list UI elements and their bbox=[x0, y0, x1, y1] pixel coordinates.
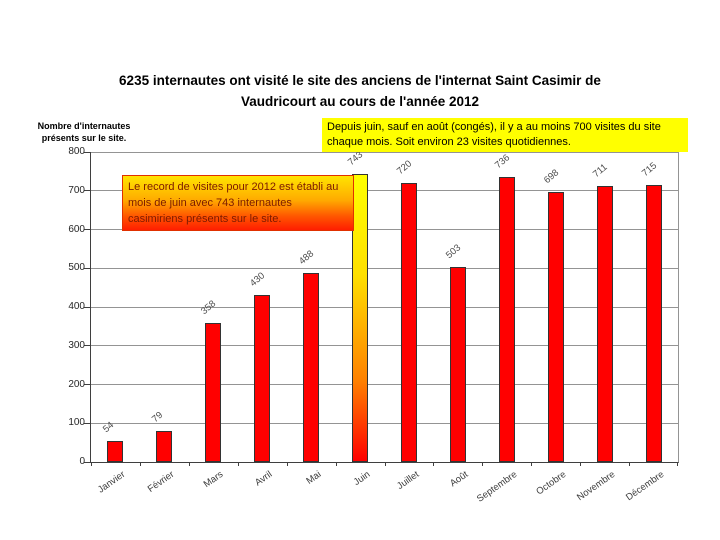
gridline bbox=[91, 345, 678, 347]
x-axis-label: Août bbox=[447, 469, 471, 490]
x-axis-tick bbox=[335, 462, 337, 466]
x-axis-tick bbox=[91, 462, 92, 466]
x-axis-tick bbox=[286, 462, 288, 466]
y-axis-tick-label: 400 bbox=[68, 301, 85, 312]
y-axis-caption-line2: présents sur le site. bbox=[41, 133, 127, 143]
y-axis-tick-label: 0 bbox=[79, 456, 85, 467]
x-axis-label: Février bbox=[146, 469, 177, 495]
bar bbox=[596, 186, 613, 462]
bar-value-label: 430 bbox=[248, 270, 268, 290]
x-axis-label: Juillet bbox=[395, 469, 422, 492]
gridline bbox=[91, 190, 678, 192]
x-axis-tick bbox=[482, 462, 484, 466]
y-axis-tick bbox=[84, 190, 90, 192]
gridline bbox=[91, 151, 678, 153]
x-axis-tick bbox=[677, 462, 678, 466]
y-axis-tick bbox=[84, 422, 90, 424]
y-axis-tick bbox=[84, 461, 90, 463]
y-axis-tick bbox=[84, 345, 90, 347]
slide-title-line1: 6235 internautes ont visité le site des … bbox=[119, 73, 601, 88]
bar-value-label: 358 bbox=[199, 298, 219, 318]
x-axis-label: Mars bbox=[201, 469, 226, 491]
x-axis-label: Janvier bbox=[96, 469, 128, 496]
bar bbox=[547, 191, 564, 462]
bar-value-label: 736 bbox=[492, 152, 512, 171]
bar-value-label: 711 bbox=[590, 162, 610, 181]
monthly-visits-callout: Depuis juin, sauf en août (congés), il y… bbox=[322, 118, 688, 152]
monthly-visits-callout-text: Depuis juin, sauf en août (congés), il y… bbox=[327, 121, 661, 148]
bar-value-label: 720 bbox=[394, 158, 415, 177]
bar bbox=[156, 431, 173, 462]
x-axis-tick bbox=[433, 462, 435, 466]
bar-value-label: 503 bbox=[443, 242, 464, 262]
bar bbox=[107, 441, 124, 462]
y-axis-tick bbox=[84, 384, 90, 385]
x-axis-label: Avril bbox=[253, 469, 275, 489]
bar-value-label: 715 bbox=[639, 160, 659, 179]
x-axis-tick bbox=[139, 462, 141, 466]
y-axis-tick-label: 600 bbox=[68, 223, 85, 235]
gridline bbox=[91, 422, 678, 424]
y-axis-tick bbox=[84, 151, 90, 153]
gridline bbox=[91, 306, 678, 308]
y-axis-tick-label: 300 bbox=[68, 339, 85, 351]
bar bbox=[303, 272, 320, 462]
y-axis-tick-label: 200 bbox=[68, 378, 85, 390]
bar bbox=[400, 183, 417, 462]
bar bbox=[254, 295, 271, 462]
bar-highlighted bbox=[352, 174, 369, 462]
x-axis-tick bbox=[629, 462, 631, 466]
gridline bbox=[91, 229, 678, 230]
y-axis-tick-label: 500 bbox=[68, 262, 85, 274]
x-axis-tick bbox=[531, 462, 533, 466]
x-axis-label: Septembre bbox=[474, 469, 520, 505]
record-visits-callout-text: Le record de visites pour 2012 est établ… bbox=[128, 181, 339, 225]
bar bbox=[645, 184, 662, 462]
x-axis-label: Mai bbox=[304, 469, 324, 487]
y-axis-caption: Nombre d'internautes présents sur le sit… bbox=[10, 120, 158, 144]
x-axis-tick bbox=[188, 462, 190, 466]
x-axis-tick bbox=[237, 462, 239, 466]
bar bbox=[498, 176, 515, 462]
y-axis-tick bbox=[84, 267, 90, 269]
gridline bbox=[91, 384, 678, 385]
bar-value-label: 698 bbox=[541, 166, 561, 186]
y-axis-tick-label: 800 bbox=[68, 146, 85, 157]
x-axis-label: Octobre bbox=[534, 469, 569, 498]
y-axis-tick bbox=[84, 306, 90, 308]
x-axis-label: Novembre bbox=[574, 469, 617, 504]
x-axis-label: Décembre bbox=[623, 469, 666, 504]
x-axis-tick bbox=[384, 462, 386, 466]
gridline bbox=[91, 267, 678, 269]
bar bbox=[449, 267, 466, 462]
y-axis-tick-label: 700 bbox=[68, 184, 85, 196]
slide-title-line2: Vaudricourt au cours de l'année 2012 bbox=[240, 94, 480, 109]
y-axis-tick-label: 100 bbox=[68, 417, 85, 429]
record-visits-callout: Le record de visites pour 2012 est établ… bbox=[122, 175, 354, 231]
bar bbox=[205, 323, 222, 462]
y-axis-tick bbox=[84, 229, 90, 230]
y-axis-caption-line1: Nombre d'internautes bbox=[37, 121, 131, 131]
bar-chart-plot-area: 0 100 200 300 400 500 600 700 800 54 Janvier 79 Févr… bbox=[68, 146, 679, 505]
slide-title: 6235 internautes ont visité le site des … bbox=[0, 70, 720, 112]
x-axis-label: Juin bbox=[351, 469, 373, 489]
bar-value-label: 488 bbox=[297, 248, 317, 267]
x-axis-tick bbox=[580, 462, 582, 466]
